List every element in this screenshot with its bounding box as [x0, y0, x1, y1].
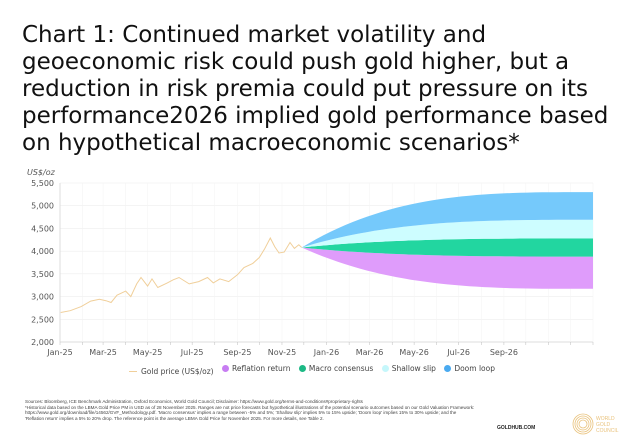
x-tick-label: Nov-25: [268, 348, 296, 357]
legend-item-reflation: Reflation return: [222, 364, 291, 373]
legend-label: Gold price (US$/oz): [141, 367, 214, 376]
x-tick-label: Jan-26: [313, 348, 339, 357]
y-tick-label: 5,000: [31, 202, 54, 211]
x-tick-label: Sep-25: [223, 348, 251, 357]
scenario-band-macro-consensus: [301, 238, 593, 257]
footnote-text: *Historical data based on the LBMA Gold …: [25, 404, 475, 421]
legend-dot-reflation: [222, 365, 229, 372]
svg-text:COUNCIL: COUNCIL: [596, 428, 619, 434]
y-tick-label: 4,000: [31, 247, 54, 256]
legend-label: Reflation return: [232, 364, 291, 373]
x-tick-label: Sep-26: [490, 348, 518, 357]
legend-label: Macro consensus: [308, 364, 374, 373]
legend-item-gold: Gold price (US$/oz): [129, 367, 214, 376]
x-tick-label: May-25: [133, 348, 162, 357]
gold-price-line: [60, 236, 303, 313]
chart: US$/oz 2,000 2,500 3,000 3,500 4,000 4,500 5,0…: [27, 168, 594, 357]
legend-line-gold: [129, 371, 137, 372]
x-tick-label: Jul-26: [446, 348, 470, 357]
legend: Gold price (US$/oz) Reflation return Mac…: [0, 364, 624, 376]
legend-label: Doom loop: [454, 364, 495, 373]
x-tick-label: May-26: [399, 348, 428, 357]
scenario-band-shallow-slip: [301, 219, 593, 248]
legend-dot-macro: [298, 365, 306, 372]
y-tick-label: 3,000: [31, 293, 54, 302]
legend-item-shallow: Shallow slip: [381, 364, 436, 373]
y-tick-label: 4,500: [31, 224, 54, 233]
legend-label: Shallow slip: [391, 364, 436, 373]
x-tick-label: Mar-25: [89, 348, 117, 357]
goldhub-link[interactable]: GOLDHUB.COM: [497, 425, 536, 431]
legend-dot-shallow: [381, 365, 389, 372]
source-notes: Sources: Bloomberg, ICE Benchmark Admini…: [25, 399, 475, 421]
y-tick-label: 5,500: [31, 179, 54, 188]
y-tick-label: 2,000: [31, 338, 54, 347]
x-tick-label: Jul-25: [180, 348, 204, 357]
scenario-band-reflation-return: [301, 247, 593, 289]
sources-text: Sources: Bloomberg, ICE Benchmark Admini…: [25, 399, 363, 404]
y-tick-label: 3,500: [31, 270, 54, 279]
world-gold-council-logo: WORLD GOLD COUNCIL: [572, 413, 619, 435]
x-tick-label: Jan-25: [46, 348, 72, 357]
svg-text:GOLD: GOLD: [596, 422, 611, 428]
x-tick-label: Mar-26: [356, 348, 384, 357]
y-axis-label: US$/oz: [27, 168, 56, 177]
svg-text:WORLD: WORLD: [596, 416, 615, 422]
scenario-band-doom-loop: [301, 192, 593, 248]
legend-item-doom: Doom loop: [444, 364, 495, 373]
y-tick-label: 2,500: [31, 315, 54, 324]
legend-dot-doom: [444, 365, 452, 372]
legend-item-macro: Macro consensus: [298, 364, 374, 373]
chart-title: Chart 1: Continued market volatility and…: [22, 22, 609, 156]
